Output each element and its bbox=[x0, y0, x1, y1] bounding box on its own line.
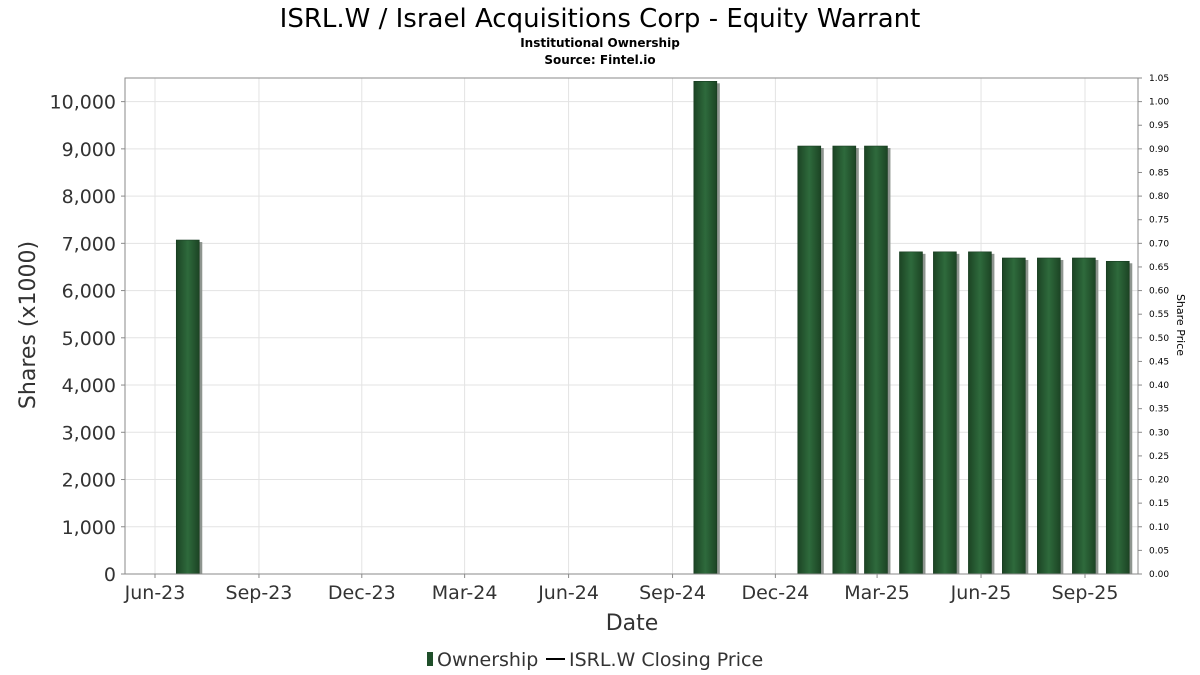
y2-tick-label: 1.00 bbox=[1149, 98, 1169, 108]
y-tick-label: 2,000 bbox=[62, 470, 116, 492]
x-tick-label: Mar-24 bbox=[432, 582, 498, 604]
y-tick-label: 6,000 bbox=[62, 281, 116, 303]
y2-tick-label: 0.00 bbox=[1149, 570, 1169, 580]
y2-tick-label: 0.50 bbox=[1149, 334, 1169, 344]
x-tick-label: Dec-23 bbox=[328, 582, 396, 604]
ownership-bar bbox=[1105, 260, 1130, 575]
y2-tick-label: 0.05 bbox=[1149, 546, 1169, 556]
ownership-bar bbox=[693, 81, 718, 575]
chart-title: ISRL.W / Israel Acquisitions Corp - Equi… bbox=[280, 4, 921, 34]
ownership-bar bbox=[968, 251, 992, 575]
legend-label-ownership: Ownership bbox=[437, 649, 538, 671]
plot-area-border bbox=[124, 77, 1139, 575]
y-axis-right: 0.00 0.05 0.10 0.15 0.20 0.25 0.30 0.35 0.40 0.45… bbox=[1138, 74, 1169, 580]
ownership-bar bbox=[899, 251, 923, 575]
y2-tick-label: 0.80 bbox=[1149, 192, 1169, 202]
chart-subtitle-1: Institutional Ownership bbox=[520, 36, 680, 50]
x-tick-label: Jun-24 bbox=[537, 582, 599, 604]
y2-tick-label: 0.35 bbox=[1149, 405, 1169, 415]
y2-tick-label: 0.75 bbox=[1149, 216, 1169, 226]
x-tick-label: Sep-24 bbox=[639, 582, 706, 604]
y2-tick-label: 0.45 bbox=[1149, 357, 1169, 367]
ownership-bar bbox=[1037, 257, 1061, 575]
ownership-bar bbox=[1072, 257, 1096, 575]
y2-tick-label: 0.20 bbox=[1149, 476, 1169, 486]
x-tick-label: Jun-25 bbox=[950, 582, 1012, 604]
y-tick-label: 5,000 bbox=[62, 328, 116, 350]
y-tick-label: 7,000 bbox=[62, 233, 116, 255]
ownership-bar bbox=[832, 145, 857, 575]
y-axis-left: 0 1,000 2,000 3,000 4,000 5,000 6,000 7,000 8,00… bbox=[50, 92, 125, 586]
y-tick-label: 3,000 bbox=[62, 422, 116, 444]
y2-tick-label: 1.05 bbox=[1149, 74, 1169, 84]
y2-tick-label: 0.25 bbox=[1149, 452, 1169, 462]
y-tick-label: 4,000 bbox=[62, 375, 116, 397]
ownership-bar bbox=[175, 239, 200, 575]
y2-tick-label: 0.30 bbox=[1149, 428, 1169, 438]
y2-tick-label: 0.70 bbox=[1149, 239, 1169, 249]
y-tick-label: 8,000 bbox=[62, 186, 116, 208]
x-tick-label: Sep-25 bbox=[1052, 582, 1119, 604]
legend: Ownership ISRL.W Closing Price bbox=[427, 649, 763, 671]
y2-tick-label: 0.10 bbox=[1149, 523, 1169, 533]
chart-subtitle-2: Source: Fintel.io bbox=[544, 53, 655, 67]
y2-axis-title: Share Price bbox=[1174, 294, 1187, 356]
y2-tick-label: 0.55 bbox=[1149, 310, 1169, 320]
x-tick-label: Mar-25 bbox=[844, 582, 910, 604]
y2-tick-label: 0.15 bbox=[1149, 499, 1169, 509]
ownership-bar bbox=[1002, 257, 1026, 575]
y-tick-label: 1,000 bbox=[62, 517, 116, 539]
y2-tick-label: 0.65 bbox=[1149, 263, 1169, 273]
ownership-bar bbox=[933, 251, 957, 575]
legend-label-price: ISRL.W Closing Price bbox=[569, 649, 763, 671]
y2-tick-label: 0.60 bbox=[1149, 287, 1169, 297]
bars bbox=[175, 81, 1133, 575]
y2-tick-label: 0.95 bbox=[1149, 121, 1169, 131]
y-tick-label: 10,000 bbox=[50, 92, 116, 114]
x-tick-label: Dec-24 bbox=[741, 582, 809, 604]
y-tick-label: 0 bbox=[104, 564, 116, 586]
y2-tick-label: 0.90 bbox=[1149, 145, 1169, 155]
y2-tick-label: 0.40 bbox=[1149, 381, 1169, 391]
y-tick-label: 9,000 bbox=[62, 139, 116, 161]
x-axis-title: Date bbox=[606, 611, 659, 636]
x-axis: Jun-23 Sep-23 Dec-23 Mar-24 Jun-24 Sep-24 Dec-… bbox=[124, 574, 1119, 604]
x-tick-label: Jun-23 bbox=[124, 582, 186, 604]
y-axis-title: Shares (x1000) bbox=[16, 241, 41, 409]
y2-tick-label: 0.85 bbox=[1149, 168, 1169, 178]
ownership-bar bbox=[797, 145, 822, 575]
ownership-bar bbox=[864, 145, 888, 575]
legend-swatch-ownership bbox=[427, 652, 433, 666]
x-tick-label: Sep-23 bbox=[226, 582, 293, 604]
